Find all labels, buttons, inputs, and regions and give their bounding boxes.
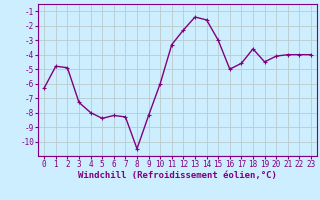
X-axis label: Windchill (Refroidissement éolien,°C): Windchill (Refroidissement éolien,°C): [78, 171, 277, 180]
